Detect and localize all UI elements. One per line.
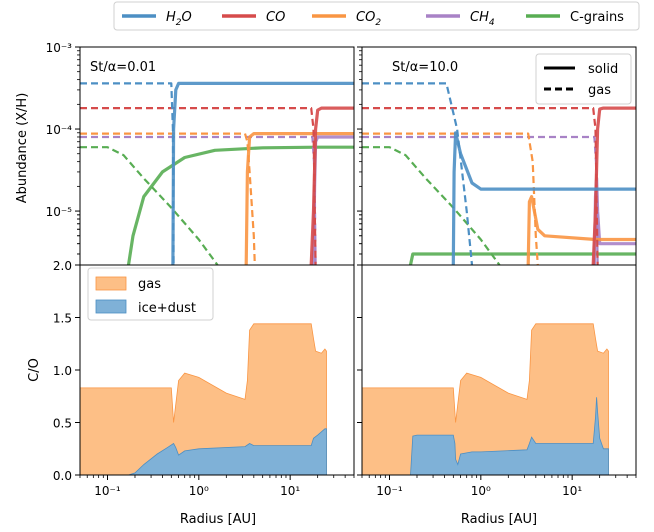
ytick-label: 10⁻⁵ [46, 205, 73, 219]
area-bl-ice-dust [128, 428, 327, 475]
area-legend-gas-swatch [95, 276, 127, 291]
line-tr-co2-gas [362, 132, 539, 265]
line-tr-c-grains-solid [408, 252, 636, 265]
line-tl-h2o-solid [171, 81, 354, 265]
line-tr-ch4-gas [362, 135, 599, 265]
line-tr-ch4-solid [592, 176, 636, 265]
area-br-ice-dust [410, 397, 609, 475]
ytick-label: 1.0 [53, 364, 72, 378]
series-legend: H2O CO CO2 CH4 C-grains [113, 1, 640, 31]
panel-title-right: St/α=10.0 [392, 60, 458, 75]
line-tl-co2-gas [80, 132, 256, 265]
line-tl-ch4-gas [80, 135, 317, 265]
legend-label-3: CH4 [470, 10, 495, 28]
area-legend-ice-swatch [95, 299, 127, 314]
ytick-label: 0.0 [53, 469, 72, 483]
xtick-label: 10¹ [280, 484, 300, 498]
xtick-label: 10⁻¹ [376, 484, 403, 498]
line-tl-co-solid [309, 106, 354, 265]
y-axis-label-abundance: Abundance (X/H) [15, 93, 30, 204]
ytick-label: 2.0 [53, 259, 72, 273]
line-tl-ch4-solid [311, 135, 354, 265]
phase-legend-gas-label: gas [588, 83, 611, 98]
line-tr-c-grains-gas [362, 146, 501, 265]
legend-label-1: CO [266, 10, 285, 25]
ytick-label: 1.5 [53, 312, 72, 326]
series-legend-frame [113, 1, 640, 31]
xtick-label: 10⁰ [189, 484, 209, 498]
line-tl-co2-solid [244, 132, 354, 265]
legend-label-0: H2O [166, 10, 192, 28]
ytick-label: 10⁻³ [46, 41, 73, 55]
x-axis-label-right: Radius [AU] [461, 512, 537, 527]
line-tl-co-gas [80, 106, 317, 265]
line-tl-c-grains-gas [80, 146, 219, 265]
areas-br [362, 323, 609, 475]
legend-label-4: C-grains [570, 10, 624, 25]
line-tr-h2o-solid [451, 131, 636, 265]
ytick-label: 10⁻⁴ [46, 123, 73, 137]
phase-legend-solid-label: solid [588, 62, 618, 77]
x-axis-label-left: Radius [AU] [180, 512, 256, 527]
panel-co-ratio-right: 10⁻¹ 10⁰ 10¹ [357, 264, 637, 498]
legend-label-2: CO2 [356, 10, 381, 28]
line-tr-h2o-gas [362, 82, 474, 265]
xtick-label: 10⁰ [471, 484, 491, 498]
area-legend-gas-label: gas [138, 277, 161, 292]
line-tl-c-grains-solid [126, 145, 354, 265]
y-axis-label-co: C/O [27, 358, 42, 382]
panel-abundance-right [357, 46, 637, 266]
areas-bl [80, 323, 327, 475]
lines-tl [80, 81, 354, 265]
panel-co-ratio-left: 0.0 0.5 1.0 1.5 2.0 10⁻¹ 10⁰ 10¹ [53, 259, 355, 498]
line-tr-co-gas [362, 106, 599, 265]
area-bl-gas [80, 323, 327, 475]
line-tl-h2o-gas [80, 82, 175, 265]
xtick-label: 10¹ [562, 484, 582, 498]
area-legend: gas ice+dust [87, 267, 214, 321]
phase-legend: solid gas [535, 53, 632, 105]
xtick-label: 10⁻¹ [94, 484, 121, 498]
panel-title-left: St/α=0.01 [90, 60, 156, 75]
lines-tr [362, 82, 636, 265]
ytick-label: 0.5 [53, 417, 72, 431]
line-tr-co-solid [591, 106, 636, 265]
area-legend-ice-label: ice+dust [138, 301, 196, 316]
